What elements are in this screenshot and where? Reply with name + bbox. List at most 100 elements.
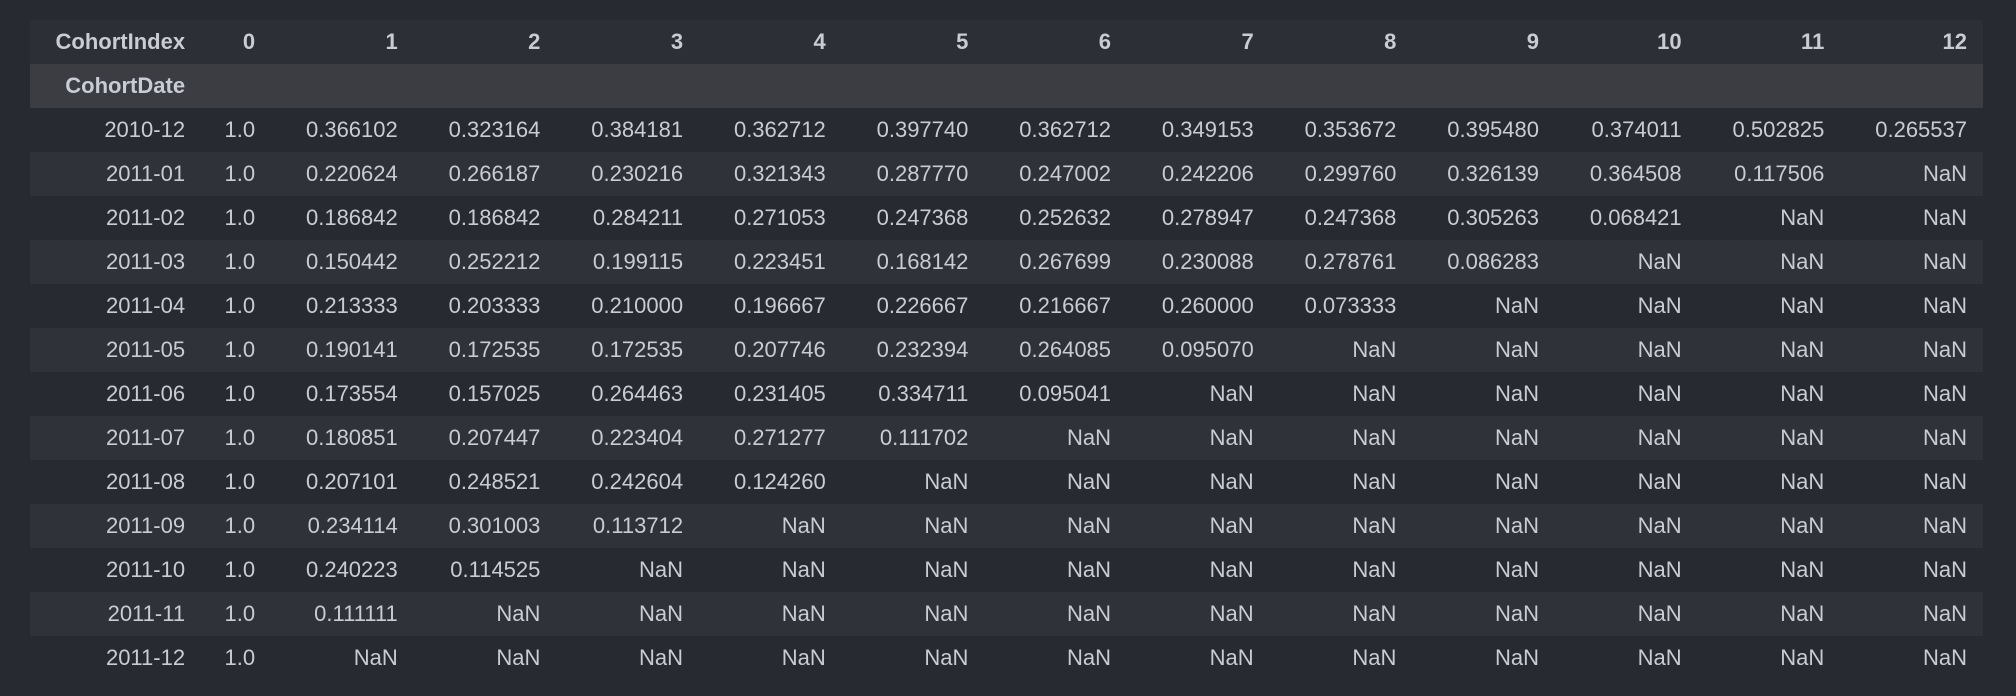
table-cell: 0.502825 [1732,117,1825,142]
column-header: 2 [528,29,541,54]
header-filler [1555,64,1698,108]
table-cell: 0.223451 [733,249,826,274]
row-label: 2011-09 [105,513,186,538]
table-cell: 0.113712 [592,513,684,538]
table-cell: 1.0 [224,381,256,406]
table-cell: NaN [1209,513,1254,538]
table-cell: 0.186842 [448,205,541,230]
table-row: 2011-11 1.0 0.111111 NaN NaN NaN NaN NaN NaN NaN N… [30,592,1983,636]
column-header: 0 [242,29,256,54]
table-cell: 0.203333 [448,293,541,318]
column-header: 1 [385,29,398,54]
table-cell: 1.0 [224,425,256,450]
table-row: 2011-09 1.0 0.234114 0.301003 0.113712 NaN NaN… [30,504,1983,548]
column-header: 12 [1942,29,1967,54]
table-cell: 0.265537 [1875,117,1967,142]
table-cell: NaN [1494,337,1539,362]
table-cell: NaN [1352,557,1397,582]
table-cell: NaN [1780,513,1825,538]
table-cell: 0.334711 [878,381,969,406]
table-cell: 0.287770 [876,161,969,186]
row-label: 2011-03 [105,249,186,274]
row-index-header-row: CohortDate [30,64,1983,108]
header-filler [556,64,699,108]
table-cell: 0.247002 [1019,161,1112,186]
table-cell: 1.0 [224,337,256,362]
table-cell: NaN [1780,425,1825,450]
table-row: 2011-04 1.0 0.213333 0.203333 0.210000 0.1966… [30,284,1983,328]
table-cell: 0.252632 [1019,205,1112,230]
table-cell: NaN [1637,645,1682,670]
table-cell: 0.172535 [591,337,684,362]
table-cell: NaN [639,557,684,582]
column-header: 3 [670,29,684,54]
table-cell: 0.168142 [876,249,969,274]
table-cell: NaN [1922,601,1967,626]
table-row: 2011-07 1.0 0.180851 0.207447 0.223404 0.2712… [30,416,1983,460]
row-label: 2011-05 [105,337,186,362]
table-cell: 0.321343 [733,161,826,186]
table-cell: 1.0 [224,293,256,318]
table-cell: 1.0 [224,117,256,142]
table-cell: NaN [1780,645,1825,670]
table-cell: NaN [1637,513,1682,538]
table-cell: NaN [1637,293,1682,318]
table-cell: NaN [1209,645,1254,670]
table-cell: 1.0 [224,601,256,626]
table-cell: NaN [1352,645,1397,670]
table-cell: 0.068421 [1589,205,1682,230]
table-cell: NaN [1922,645,1967,670]
table-cell: 0.305263 [1447,205,1539,230]
table-cell: NaN [1209,425,1254,450]
table-cell: NaN [1780,601,1825,626]
table-cell: NaN [1352,381,1397,406]
row-label: 2011-10 [105,557,186,582]
table-cell: NaN [1922,205,1967,230]
table-cell: 0.248521 [448,469,541,494]
table-cell: 0.242206 [1161,161,1254,186]
table-cell: NaN [1922,337,1967,362]
table-cell: NaN [924,469,969,494]
table-cell: NaN [1922,425,1967,450]
table-cell: 0.266187 [448,161,541,186]
row-index-name: CohortDate [65,73,186,98]
table-cell: NaN [1494,645,1539,670]
header-filler [1127,64,1270,108]
table-cell: NaN [496,601,541,626]
table-cell: 0.362712 [733,117,826,142]
table-row: 2010-12 1.0 0.366102 0.323164 0.384181 0.3627… [30,108,1983,152]
table-cell: NaN [1780,381,1825,406]
table-cell: NaN [1067,469,1112,494]
table-cell: 0.114525 [450,557,541,582]
row-label: 2011-04 [105,293,186,318]
table-cell: NaN [1780,249,1825,274]
table-cell: 0.226667 [876,293,969,318]
table-cell: 0.252212 [448,249,541,274]
table-cell: 0.349153 [1161,117,1254,142]
table-cell: NaN [1780,293,1825,318]
table-body: 2010-12 1.0 0.366102 0.323164 0.384181 0.3627… [30,108,1983,680]
table-cell: 0.271053 [733,205,826,230]
table-row: 2011-05 1.0 0.190141 0.172535 0.172535 0.2077… [30,328,1983,372]
table-cell: 0.284211 [592,205,684,230]
table-cell: 0.117506 [1734,161,1825,186]
table-row: 2011-12 1.0 NaN NaN NaN NaN NaN NaN NaN NaN NaN NaN… [30,636,1983,680]
table-cell: 0.326139 [1447,161,1539,186]
table-cell: 1.0 [224,645,256,670]
row-label: 2011-06 [105,381,186,406]
column-header: 7 [1241,29,1254,54]
table-cell: 0.180851 [305,425,398,450]
header-filler [271,64,414,108]
table-cell: 0.095041 [1019,381,1112,406]
table-cell: NaN [1352,425,1397,450]
table-cell: NaN [1209,601,1254,626]
table-cell: 1.0 [224,205,256,230]
row-label: 2011-01 [105,161,186,186]
table-cell: NaN [1352,469,1397,494]
table-cell: NaN [1494,425,1539,450]
table-cell: NaN [353,645,398,670]
table-cell: NaN [1067,513,1112,538]
table-cell: 0.196667 [733,293,826,318]
table-row: 2011-08 1.0 0.207101 0.248521 0.242604 0.1242… [30,460,1983,504]
table-cell: 0.240223 [305,557,398,582]
